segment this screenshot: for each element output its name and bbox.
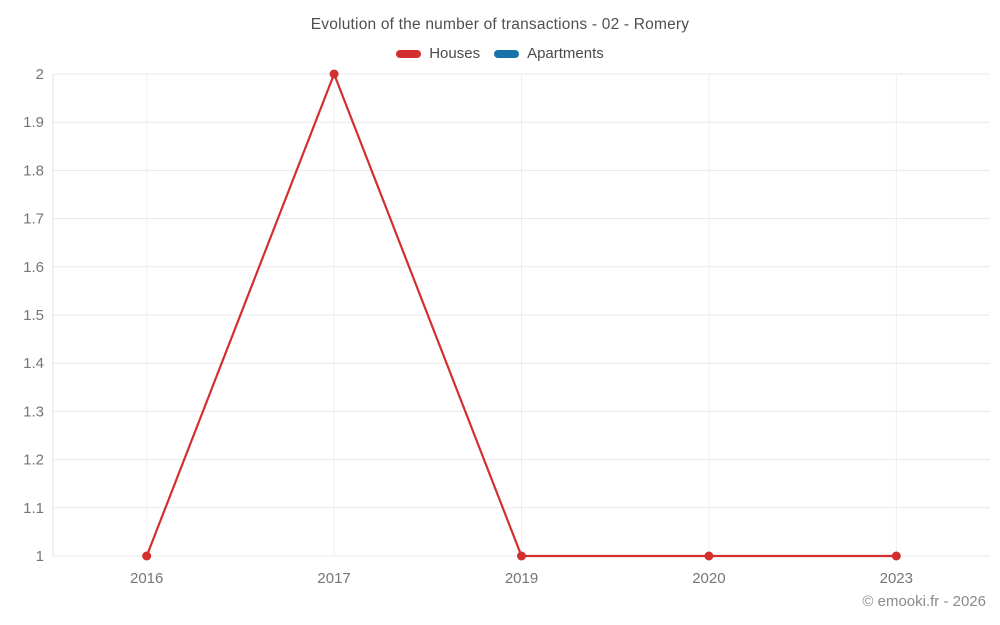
legend-item-houses[interactable]: Houses [396, 45, 480, 62]
data-point-houses[interactable] [704, 551, 714, 561]
copyright-footer: © emooki.fr - 2026 [862, 593, 986, 610]
y-tick-label: 1.8 [23, 162, 44, 179]
x-tick-label: 2020 [692, 570, 725, 587]
chart-title: Evolution of the number of transactions … [310, 16, 690, 33]
y-tick-label: 1.9 [23, 114, 44, 131]
y-tick-label: 1 [36, 548, 44, 565]
chart-legend: Houses Apartments [0, 45, 1000, 62]
data-point-houses[interactable] [891, 551, 901, 561]
y-tick-label: 1.6 [23, 259, 44, 276]
y-tick-label: 1.5 [23, 307, 44, 324]
y-tick-label: 1.7 [23, 211, 44, 228]
legend-label-houses: Houses [429, 45, 481, 62]
x-tick-label: 2016 [130, 570, 163, 587]
x-tick-label: 2019 [505, 570, 538, 587]
legend-item-apartments[interactable]: Apartments [494, 45, 604, 62]
y-tick-label: 1.2 [23, 452, 44, 469]
apartments-swatch-icon [494, 49, 520, 58]
y-tick-label: 2 [36, 66, 44, 83]
data-point-houses[interactable] [329, 69, 339, 79]
y-tick-label: 1.4 [23, 355, 44, 372]
y-tick-label: 1.3 [23, 403, 44, 420]
y-tick-label: 1.1 [23, 500, 44, 517]
data-point-houses[interactable] [142, 551, 152, 561]
data-point-houses[interactable] [517, 551, 526, 561]
houses-swatch-icon [396, 49, 422, 58]
x-tick-label: 2023 [880, 570, 913, 587]
legend-label-apartments: Apartments [527, 45, 604, 62]
x-tick-label: 2017 [317, 570, 350, 587]
